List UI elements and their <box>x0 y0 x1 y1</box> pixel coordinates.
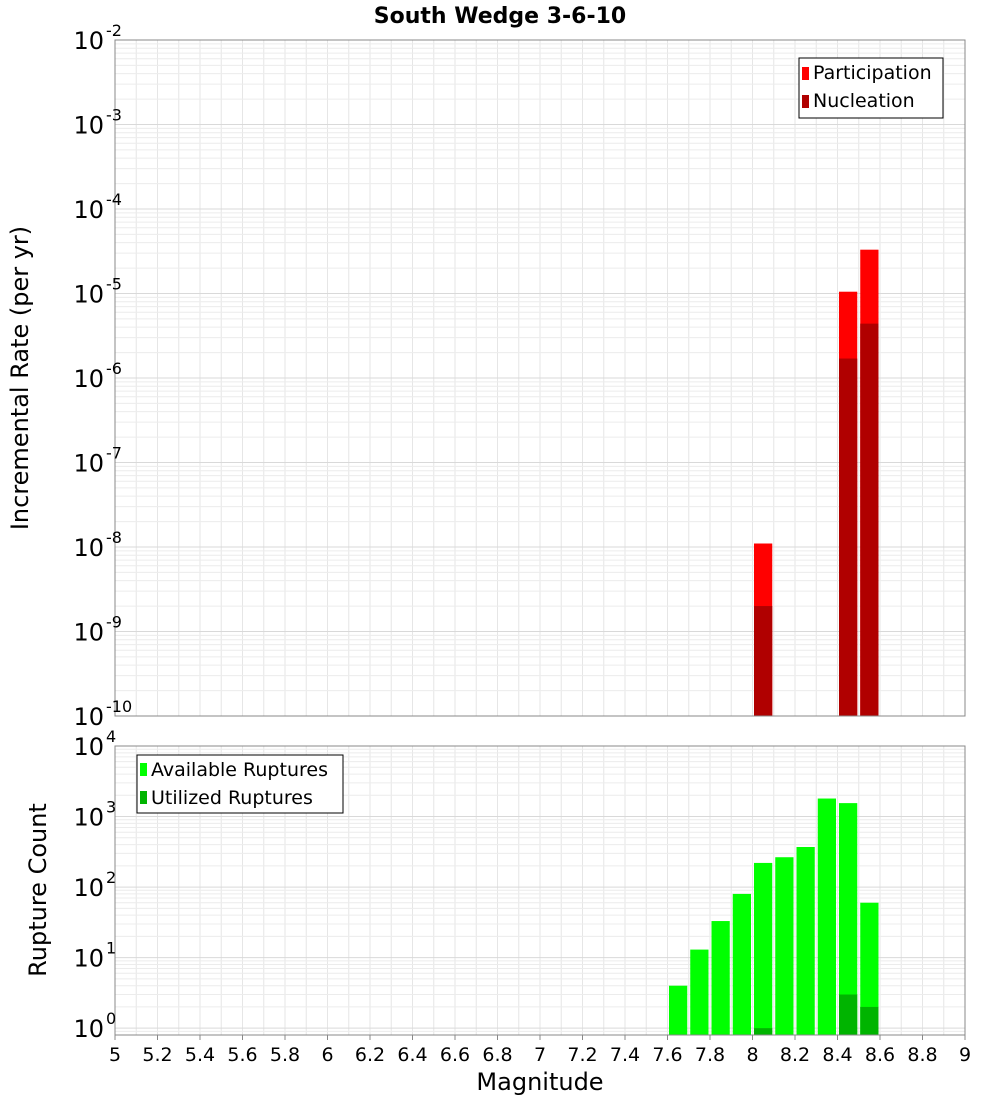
rate-grid <box>114 40 966 717</box>
x-tick-label: 9 <box>959 1044 971 1066</box>
x-tick-label: 6.6 <box>440 1044 470 1066</box>
rate-y-tick-exponent: -2 <box>106 21 122 40</box>
rate-y-tick-label: 10 <box>73 703 104 731</box>
rate-y-tick-label: 10 <box>73 112 104 140</box>
x-tick-label: 7.2 <box>567 1044 597 1066</box>
x-tick-label: 8.6 <box>865 1044 895 1066</box>
rate-y-tick-exponent: -10 <box>106 697 132 716</box>
rate-y-tick-exponent: -3 <box>106 106 122 125</box>
count-legend: Available Ruptures Utilized Ruptures <box>136 754 344 814</box>
rate-y-tick-label: 10 <box>73 27 104 55</box>
participation-legend-swatch <box>802 67 809 80</box>
rate-legend-box <box>798 57 944 119</box>
utilized-legend-swatch <box>140 791 147 804</box>
count-bar-utilized-ruptures <box>754 1028 773 1035</box>
count-bar-available-ruptures <box>669 985 688 1035</box>
count-bar-utilized-ruptures <box>860 1006 879 1035</box>
count-y-axis-label: Rupture Count <box>24 803 52 977</box>
count-bar-available-ruptures <box>817 798 836 1035</box>
rate-y-tick-label: 10 <box>73 281 104 309</box>
count-y-tick-exponent: 0 <box>106 1009 116 1028</box>
count-bar-available-ruptures <box>796 847 815 1035</box>
x-tick-label: 6.4 <box>397 1044 427 1066</box>
rate-y-ticks: 10-210-310-410-510-610-710-810-910-10 <box>73 21 132 731</box>
count-bar-available-ruptures <box>732 893 751 1035</box>
rate-y-tick-exponent: -4 <box>106 190 122 209</box>
magnitude-x-ticks: 5 5.2 5.4 5.6 5.8 6 6.2 6.4 6.6 6.8 7 7.2 7.4 7.6 7.8 8… <box>109 1035 971 1066</box>
count-bars <box>669 798 879 1035</box>
rate-y-tick-label: 10 <box>73 450 104 478</box>
x-tick-label: 8.2 <box>780 1044 810 1066</box>
rate-y-tick-exponent: -9 <box>106 613 122 632</box>
rate-y-tick-label: 10 <box>73 619 104 647</box>
x-tick-label: 7.6 <box>652 1044 682 1066</box>
x-tick-label: 7.4 <box>610 1044 640 1066</box>
rate-bar-nucleation <box>860 323 879 716</box>
available-legend-label: Available Ruptures <box>151 759 328 781</box>
rate-panel: 10-210-310-410-510-610-710-810-910-10 In… <box>6 21 966 731</box>
x-tick-label: 7 <box>534 1044 546 1066</box>
x-tick-label: 5 <box>109 1044 121 1066</box>
count-y-tick-exponent: 1 <box>106 939 116 958</box>
x-tick-label: 5.2 <box>142 1044 172 1066</box>
rate-y-tick-label: 10 <box>73 365 104 393</box>
chart-title: South Wedge 3-6-10 <box>374 4 626 29</box>
count-y-tick-label: 10 <box>73 733 104 761</box>
x-tick-label: 5.4 <box>185 1044 215 1066</box>
rate-bars <box>754 249 879 716</box>
x-tick-label: 5.8 <box>270 1044 300 1066</box>
rate-plot-border <box>114 39 966 717</box>
count-legend-box <box>136 754 344 814</box>
count-y-tick-exponent: 4 <box>106 727 116 746</box>
x-axis-label: Magnitude <box>476 1068 603 1096</box>
count-y-tick-label: 10 <box>73 804 104 832</box>
count-bar-available-ruptures <box>690 949 709 1035</box>
count-bar-available-ruptures <box>839 803 858 1035</box>
x-tick-label: 8.4 <box>822 1044 852 1066</box>
rate-y-axis-label: Incremental Rate (per yr) <box>6 226 34 530</box>
count-bar-utilized-ruptures <box>839 994 858 1035</box>
count-bar-available-ruptures <box>775 857 794 1035</box>
count-bar-available-ruptures <box>860 902 879 1035</box>
count-y-tick-label: 10 <box>73 945 104 973</box>
count-y-tick-label: 10 <box>73 1015 104 1043</box>
nucleation-legend-swatch <box>802 95 809 108</box>
rate-y-tick-label: 10 <box>73 534 104 562</box>
participation-legend-label: Participation <box>813 62 932 84</box>
rate-y-tick-exponent: -6 <box>106 359 122 378</box>
x-tick-label: 5.6 <box>227 1044 257 1066</box>
count-bar-available-ruptures <box>754 862 773 1035</box>
rate-y-tick-exponent: -8 <box>106 528 122 547</box>
count-y-tick-label: 10 <box>73 874 104 902</box>
x-tick-label: 6.8 <box>482 1044 512 1066</box>
rate-y-tick-exponent: -5 <box>106 275 122 294</box>
count-y-tick-exponent: 3 <box>106 798 116 817</box>
rate-y-tick-exponent: -7 <box>106 444 122 463</box>
count-bar-available-ruptures <box>711 921 730 1035</box>
available-legend-swatch <box>140 763 147 776</box>
nucleation-legend-label: Nucleation <box>813 90 915 112</box>
rate-bar-nucleation <box>754 606 773 716</box>
x-tick-label: 7.8 <box>695 1044 725 1066</box>
x-tick-label: 8 <box>746 1044 758 1066</box>
utilized-legend-label: Utilized Ruptures <box>151 787 313 809</box>
count-y-tick-exponent: 2 <box>106 868 116 887</box>
x-tick-label: 6.2 <box>355 1044 385 1066</box>
rate-legend: Participation Nucleation <box>798 57 944 119</box>
rate-y-tick-label: 10 <box>73 196 104 224</box>
rate-bar-nucleation <box>839 358 858 716</box>
x-tick-label: 6 <box>321 1044 333 1066</box>
x-tick-label: 8.8 <box>907 1044 937 1066</box>
